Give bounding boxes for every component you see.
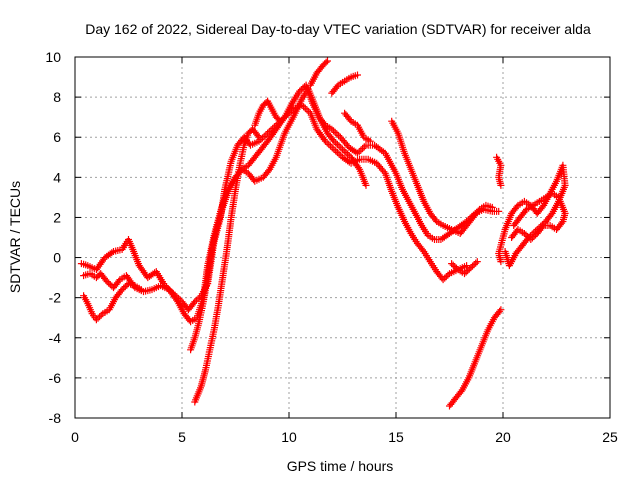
scatter-marks: [306, 57, 331, 89]
scatter-marks: [446, 306, 505, 410]
y-tick-labels: -8 -6 -4 -2 0 2 4 6 8 10: [45, 49, 61, 426]
y-tick-label: -2: [49, 290, 62, 306]
x-tick-label: 15: [388, 429, 404, 445]
series-track-d: [191, 125, 263, 406]
series-track-e: [80, 280, 145, 324]
scatter-marks: [341, 109, 374, 145]
y-tick-label: 6: [53, 129, 61, 145]
x-tick-labels: 0 5 10 15 20 25: [71, 429, 618, 445]
y-tick-label: -8: [49, 410, 62, 426]
series-track-m: [495, 161, 569, 270]
x-tick-label: 0: [71, 429, 79, 445]
y-tick-label: 8: [53, 89, 61, 105]
x-tick-label: 25: [602, 429, 618, 445]
scatter-marks: [251, 97, 284, 129]
data-marks: [77, 57, 569, 410]
scatter-marks: [495, 161, 569, 270]
series-track-n: [508, 189, 569, 243]
series-track-h: [341, 109, 374, 145]
scatter-marks: [187, 85, 370, 354]
series-track-j: [448, 258, 481, 278]
series-track-k: [446, 306, 505, 410]
series-track-i: [388, 117, 496, 237]
axis-ticks: [74, 56, 611, 419]
scatter-marks: [80, 280, 145, 324]
scatter-marks: [191, 125, 263, 406]
y-axis-label: SDTVAR / TECUs: [7, 181, 23, 293]
y-tick-label: 0: [53, 250, 61, 266]
y-tick-label: -6: [49, 370, 62, 386]
x-tick-label: 20: [495, 429, 511, 445]
scatter-marks: [328, 71, 361, 97]
x-axis-label: GPS time / hours: [287, 458, 394, 474]
y-tick-label: -4: [49, 330, 62, 346]
scatter-marks: [388, 117, 496, 237]
y-tick-label: 10: [45, 49, 61, 65]
chart-title: Day 162 of 2022, Sidereal Day-to-day VTE…: [85, 21, 591, 37]
x-tick-label: 5: [178, 429, 186, 445]
y-tick-label: 2: [53, 209, 61, 225]
y-tick-label: 4: [53, 169, 61, 185]
plot-frame: [74, 56, 611, 419]
series-track-l: [493, 153, 505, 189]
series-track-f: [306, 57, 331, 89]
scatter-marks: [493, 153, 505, 189]
scatter-marks: [448, 258, 481, 278]
series-track-o: [251, 97, 284, 129]
series-track-g: [328, 71, 361, 97]
series-track-c: [187, 85, 370, 354]
x-tick-label: 10: [281, 429, 297, 445]
scatter-marks: [508, 189, 569, 243]
